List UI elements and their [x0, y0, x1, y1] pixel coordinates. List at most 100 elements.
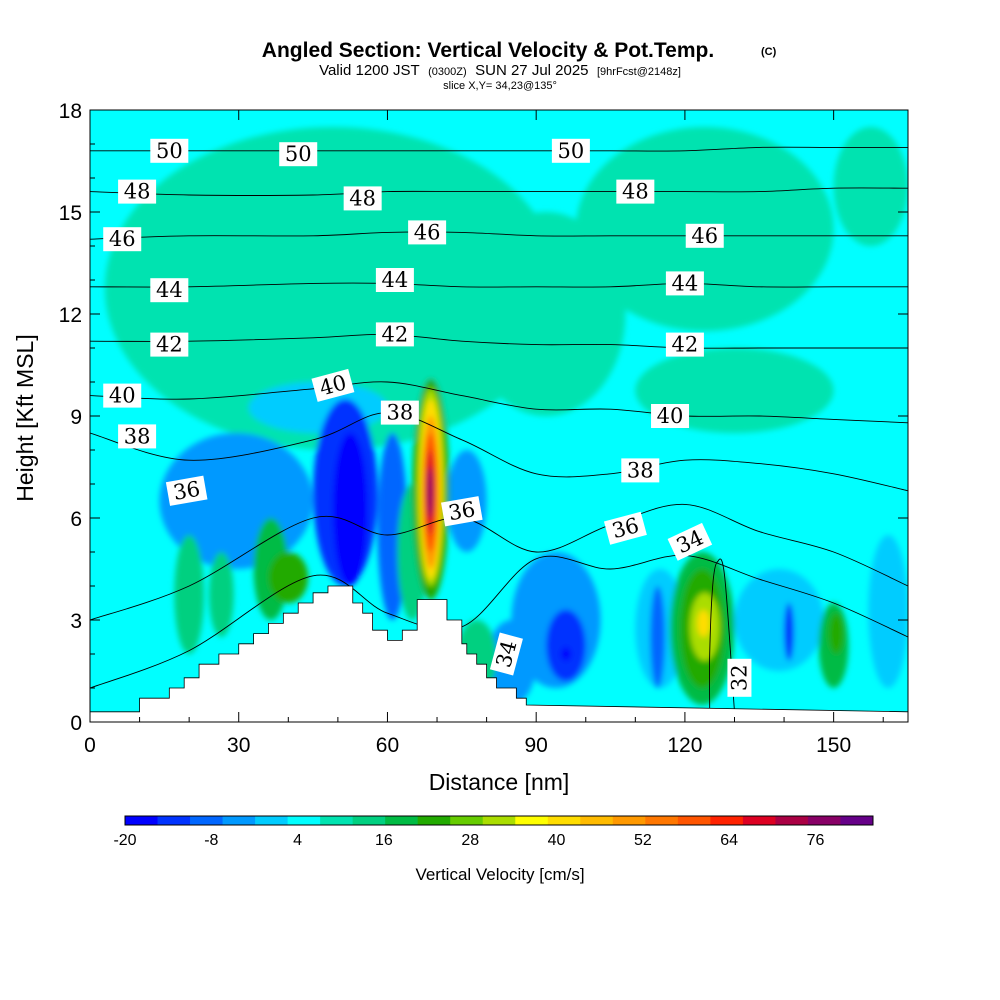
x-axis: 0 30 60 90 120 150	[84, 110, 884, 757]
subtitle-valid: Valid 1200 JST	[319, 62, 420, 79]
contour-label-box	[603, 511, 647, 545]
colorbar-swatch-10	[450, 816, 484, 825]
velocity-cell-8	[332, 433, 368, 586]
theta-contour-32	[709, 558, 735, 712]
colorbar-tick-label-7: 64	[720, 832, 738, 849]
subtitle-fcst: [9hrFcst@2148z]	[597, 66, 681, 78]
contour-label-15: 40	[103, 383, 142, 408]
contour-label-1: 50	[279, 142, 318, 167]
velocity-cell-38	[427, 467, 434, 518]
y-tick-label-0: 0	[70, 712, 82, 735]
contour-label-text: 50	[558, 139, 585, 163]
colorbar-tick-label-8: 76	[807, 832, 825, 849]
contour-label-box	[103, 383, 142, 408]
terrain-profile	[90, 585, 908, 722]
chart-subtitle: Valid 1200 JST (0300Z) SUN 27 Jul 2025 […	[319, 62, 681, 79]
subtitle-utc: (0300Z)	[428, 66, 467, 78]
contour-label-box	[667, 522, 713, 561]
colorbar-swatch-16	[645, 816, 679, 825]
contour-label-text: 42	[156, 333, 183, 357]
contour-label-text: 36	[447, 497, 477, 525]
colorbar-swatch-4	[255, 816, 289, 825]
theta-contour-48	[90, 187, 908, 196]
contour-label-box	[616, 179, 655, 204]
contour-label-text: 46	[109, 227, 136, 251]
theta-contour-50	[90, 146, 908, 152]
contour-label-text: 48	[349, 186, 376, 210]
contour-label-13: 42	[375, 322, 414, 347]
contour-label-text: 38	[386, 401, 413, 425]
contour-label-14: 42	[665, 332, 704, 357]
contour-label-text: 42	[672, 333, 699, 357]
velocity-cell-16	[734, 569, 824, 671]
colorbar-swatch-22	[840, 816, 874, 825]
velocity-cell-21	[208, 552, 234, 637]
contour-label-text: 38	[124, 424, 151, 448]
velocity-cell-23	[268, 552, 309, 603]
velocity-field	[104, 127, 908, 705]
contour-label-25: 34	[489, 632, 523, 676]
contour-label-17: 40	[651, 404, 690, 428]
colorbar-swatch-15	[612, 816, 646, 825]
colorbar-swatch-5	[287, 816, 321, 825]
contour-label-box	[375, 322, 414, 347]
theta-contours	[90, 146, 908, 712]
chart-slice-info: slice X,Y= 34,23@135°	[443, 80, 557, 92]
contour-label-0: 50	[150, 138, 189, 163]
theta-contour-34	[90, 554, 908, 689]
colorbar-tick-label-4: 28	[461, 832, 479, 849]
contour-label-text: 44	[382, 268, 409, 292]
contour-label-box	[165, 475, 208, 506]
y-tick-label-6: 18	[59, 100, 82, 123]
velocity-cell-31	[828, 613, 844, 654]
colorbar-swatch-13	[547, 816, 581, 825]
y-tick-label-3: 9	[70, 406, 82, 429]
contour-label-box	[665, 271, 704, 296]
contour-label-text: 46	[414, 220, 441, 244]
contour-label-text: 38	[627, 458, 654, 482]
y-tick-label-5: 15	[59, 202, 82, 225]
contour-label-text: 44	[156, 278, 183, 302]
contour-label-19: 38	[380, 400, 419, 425]
contour-label-3: 48	[118, 179, 157, 204]
contour-label-box	[150, 278, 189, 303]
contour-label-8: 46	[685, 223, 724, 248]
contour-label-box	[489, 632, 523, 676]
contour-label-text: 44	[672, 271, 699, 295]
colorbar-swatch-11	[482, 816, 516, 825]
colorbar-swatch-8	[385, 816, 419, 825]
contour-label-7: 46	[408, 220, 447, 245]
contour-label-text: 40	[109, 384, 136, 408]
theta-contour-40	[90, 381, 908, 424]
contour-label-4: 48	[343, 186, 382, 211]
x-tick-label-4: 120	[667, 734, 702, 757]
colorbar: -20 -8 4 16 28 40 52 64 76	[113, 815, 874, 849]
colorbar-swatch-3	[222, 816, 256, 825]
velocity-cell-2	[833, 127, 908, 246]
colorbar-tick-label-5: 40	[548, 832, 566, 849]
colorbar-tick-label-3: 16	[375, 832, 393, 849]
velocity-cell-20	[174, 535, 205, 654]
contour-label-box	[103, 227, 142, 252]
contour-label-text: 48	[622, 180, 649, 204]
contour-label-box	[343, 186, 382, 211]
contour-label-11: 44	[665, 271, 704, 296]
chart-title-mark: (C)	[761, 46, 777, 58]
colorbar-swatch-14	[580, 816, 614, 825]
colorbar-tick-label-2: 4	[293, 832, 302, 849]
contour-label-20: 38	[621, 458, 660, 483]
contour-label-box	[311, 368, 355, 402]
y-tick-label-1: 3	[70, 610, 82, 633]
velocity-cell-18	[784, 603, 794, 661]
theta-contour-44	[90, 282, 908, 288]
colorbar-swatch-6	[320, 816, 354, 825]
contour-label-box	[118, 424, 157, 449]
velocity-cell-0	[104, 127, 561, 450]
contour-label-text: 48	[124, 180, 151, 204]
contour-label-text: 36	[171, 477, 201, 505]
contour-label-box	[441, 496, 483, 527]
